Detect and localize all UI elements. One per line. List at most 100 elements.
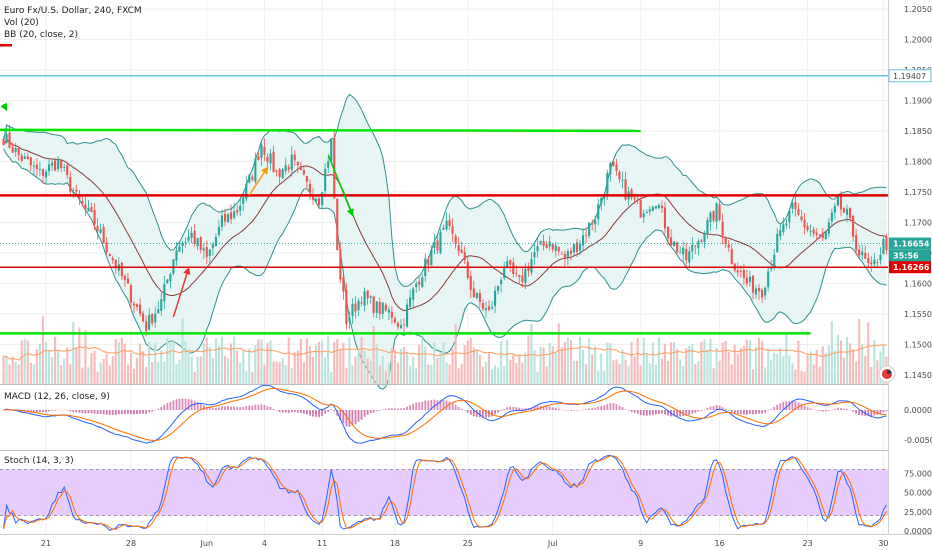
macd-histogram-bar bbox=[879, 410, 882, 414]
volume-bar bbox=[861, 344, 864, 384]
price-tag-cyan: 1.19407 bbox=[888, 69, 932, 83]
candle-body bbox=[624, 179, 627, 200]
volume-bar bbox=[615, 359, 618, 384]
volume-bar bbox=[742, 345, 745, 384]
macd-histogram-bar bbox=[457, 407, 460, 410]
macd-histogram-bar bbox=[360, 410, 363, 420]
macd-histogram-bar bbox=[870, 410, 873, 417]
candle-body bbox=[715, 203, 718, 222]
volume-bar bbox=[318, 341, 321, 384]
candle-body bbox=[466, 261, 469, 278]
chart-logo-icon[interactable] bbox=[878, 365, 896, 383]
candle-body bbox=[463, 251, 466, 261]
candle-body bbox=[302, 170, 305, 175]
volume-bar bbox=[779, 348, 782, 384]
macd-histogram-bar bbox=[193, 401, 196, 410]
price-tag-text: 1.16266 bbox=[893, 263, 930, 272]
candle-body bbox=[457, 245, 460, 251]
candle-body bbox=[536, 246, 539, 252]
macd-histogram-bar bbox=[205, 406, 208, 410]
macd-histogram-bar bbox=[196, 402, 199, 410]
macd-histogram-bar bbox=[366, 410, 369, 415]
volume-bar bbox=[545, 366, 548, 384]
candle-body bbox=[618, 171, 621, 180]
volume-bar bbox=[384, 371, 387, 384]
macd-histogram-bar bbox=[585, 409, 588, 410]
volume-bars bbox=[2, 316, 888, 384]
candle-body bbox=[509, 259, 512, 265]
volume-bar bbox=[436, 357, 439, 384]
candle-body bbox=[151, 313, 154, 324]
candle-body bbox=[648, 209, 651, 212]
volume-bar bbox=[569, 339, 573, 384]
time-tick-label: 16 bbox=[715, 539, 725, 548]
price-tags: 1.19407 1.16654 35:56 1.16266 bbox=[888, 69, 932, 274]
volume-bar bbox=[251, 372, 254, 384]
candle-body bbox=[694, 245, 697, 247]
volume-bar bbox=[381, 356, 384, 384]
macd-histogram-bar bbox=[363, 410, 366, 417]
macd-histogram-bar bbox=[318, 410, 321, 418]
candle-body bbox=[809, 231, 812, 232]
volume-bar bbox=[357, 349, 360, 384]
volume-bar bbox=[839, 340, 843, 384]
volume-bar bbox=[515, 363, 518, 384]
candle-body bbox=[293, 154, 296, 161]
volume-bar bbox=[812, 364, 815, 384]
macd-histogram-bar bbox=[824, 410, 827, 412]
macd-histogram-bar bbox=[184, 398, 187, 410]
volume-bar bbox=[703, 339, 706, 384]
candle-body bbox=[278, 169, 281, 177]
candle-body bbox=[818, 234, 821, 236]
macd-histogram-bar bbox=[837, 407, 839, 410]
macd-histogram-bar bbox=[111, 410, 114, 415]
volume-bar bbox=[299, 339, 302, 384]
price-tick-label: 1.15000 bbox=[904, 340, 932, 349]
volume-bar bbox=[214, 338, 218, 384]
macd-histogram-bar bbox=[685, 410, 688, 416]
candle-body bbox=[788, 210, 791, 222]
time-axis[interactable]: 21 28 Jun 4 11 18 25 Jul 9 16 23 30 bbox=[41, 539, 889, 548]
volume-bar bbox=[469, 337, 472, 384]
candle-body bbox=[360, 302, 363, 304]
volume-bar bbox=[733, 344, 736, 384]
macd-histogram-bar bbox=[430, 400, 433, 410]
macd-histogram-bar bbox=[166, 403, 169, 410]
macd-histogram-bar bbox=[846, 408, 848, 410]
volume-bar bbox=[673, 342, 676, 384]
candle-body bbox=[412, 288, 415, 300]
candle-body bbox=[275, 170, 278, 172]
volume-bar bbox=[563, 341, 566, 384]
candle-body bbox=[724, 237, 727, 245]
macd-histogram-bar bbox=[117, 410, 120, 415]
macd-histogram-bar bbox=[503, 409, 506, 410]
macd-histogram-bar bbox=[199, 403, 202, 410]
candle-body bbox=[855, 235, 858, 251]
macd-histogram-bar bbox=[727, 410, 730, 411]
candle-body bbox=[679, 252, 682, 254]
macd-histogram-bar bbox=[448, 401, 451, 410]
candle-body bbox=[51, 162, 54, 166]
candle-body bbox=[8, 132, 11, 148]
volume-bar bbox=[633, 356, 636, 384]
volume-bar bbox=[639, 365, 642, 384]
volume-bar bbox=[842, 357, 846, 384]
macd-histogram-bar bbox=[885, 410, 888, 412]
candle-body bbox=[791, 203, 794, 209]
volume-bar bbox=[597, 370, 600, 384]
macd-histogram-bar bbox=[281, 410, 284, 413]
candle-body bbox=[81, 201, 84, 204]
level-lines[interactable] bbox=[0, 75, 888, 335]
price-axis[interactable]: 1.205001.200001.195001.190001.185001.180… bbox=[904, 5, 932, 380]
macd-histogram-bar bbox=[715, 405, 718, 410]
candle-body bbox=[566, 251, 569, 258]
time-tick-label: 30 bbox=[878, 539, 888, 548]
candle-body bbox=[415, 283, 418, 287]
macd-histogram-bar bbox=[573, 410, 575, 411]
macd-histogram-bar bbox=[287, 410, 290, 413]
volume-bar bbox=[524, 352, 527, 384]
volume-bar bbox=[548, 343, 551, 384]
macd-histogram-bar bbox=[645, 410, 648, 416]
volume-bar bbox=[415, 368, 418, 384]
